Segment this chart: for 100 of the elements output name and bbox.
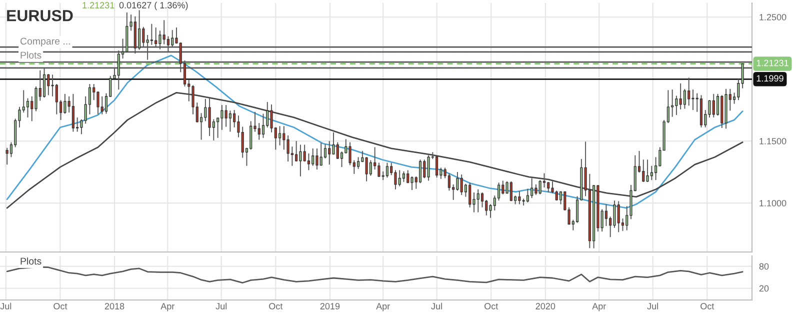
annotation: 0.01627 ( 1.36%) <box>119 2 188 10</box>
candlestick <box>72 93 74 132</box>
candlestick <box>299 144 302 177</box>
candlestick <box>406 170 410 184</box>
x-tick-label: Apr <box>592 303 606 312</box>
candlestick <box>328 140 331 166</box>
candlestick <box>208 97 211 137</box>
candlestick <box>262 113 265 138</box>
candlestick <box>303 144 306 162</box>
candlestick <box>480 192 484 208</box>
chart-title: EURUSD <box>7 10 73 22</box>
candlestick <box>282 126 286 150</box>
candlestick <box>312 148 314 166</box>
candlestick <box>613 200 616 228</box>
candlestick <box>712 93 715 118</box>
ref-line-label: 1.21231 <box>756 60 788 66</box>
candlestick <box>316 148 318 170</box>
candlestick <box>683 88 686 110</box>
candlestick <box>357 156 360 170</box>
candlestick <box>456 172 459 192</box>
candlestick <box>365 156 368 182</box>
candlestick <box>394 170 397 190</box>
candlestick <box>336 142 339 160</box>
candlestick <box>398 170 401 187</box>
candlestick <box>378 162 380 178</box>
x-tick-label: Oct <box>54 303 68 310</box>
candlestick <box>502 180 504 195</box>
candlestick <box>258 122 260 140</box>
y-tick-label: 80 <box>759 263 769 270</box>
candlestick <box>332 132 335 156</box>
candlestick <box>617 200 620 233</box>
candlestick <box>26 98 30 118</box>
candlestick <box>418 159 422 184</box>
annotation: Plots <box>20 51 42 59</box>
candlestick <box>295 140 298 162</box>
x-tick-label: 2018 <box>104 303 124 310</box>
candlestick <box>604 204 608 226</box>
candlestick <box>510 180 512 202</box>
line-series <box>6 92 744 209</box>
y-tick-label: 20 <box>759 285 769 292</box>
candlestick <box>646 159 649 182</box>
x-tick-label: Apr <box>376 303 390 312</box>
x-tick-label: Oct <box>269 303 283 310</box>
candlestick <box>369 160 372 176</box>
candlestick <box>460 174 463 196</box>
candlestick <box>100 96 104 115</box>
candlestick <box>47 74 50 96</box>
candlestick <box>410 176 414 190</box>
candlestick <box>427 154 430 182</box>
candlestick <box>204 98 207 122</box>
candlestick <box>423 159 426 179</box>
candlestick <box>518 190 521 205</box>
line-series <box>6 266 744 284</box>
candlestick <box>526 188 529 203</box>
candlestick <box>228 110 232 132</box>
candlestick <box>675 95 678 116</box>
y-tick-label: 1.2500 <box>760 14 786 20</box>
candlestick <box>286 134 290 162</box>
candlestick <box>538 180 542 195</box>
candlestick <box>80 118 83 135</box>
ref-line-label: 1.1999 <box>756 75 784 82</box>
candlestick <box>468 182 472 208</box>
candlestick <box>96 90 100 115</box>
candlestick <box>6 147 8 166</box>
candlestick <box>307 152 310 171</box>
x-tick-label: Jul <box>647 302 658 310</box>
candlestick <box>34 86 38 112</box>
x-tick-label: Apr <box>160 303 175 312</box>
candlestick <box>476 188 480 213</box>
candlestick <box>224 104 228 128</box>
candlestick <box>692 89 694 110</box>
x-tick-label: 2020 <box>536 303 556 310</box>
candlestick <box>534 184 538 196</box>
candlestick <box>250 120 252 150</box>
annotation: Compare ... <box>20 38 70 47</box>
y-tick-label: 1.1500 <box>760 138 786 144</box>
x-tick-label: 2019 <box>320 303 340 310</box>
candlestick <box>679 82 682 110</box>
candlestick <box>55 83 58 115</box>
x-tick-label: Jul <box>216 302 227 310</box>
candlestick <box>642 159 645 182</box>
annotation: Plots <box>20 257 42 265</box>
x-tick-label: Oct <box>484 303 498 310</box>
x-tick-label: Jul <box>0 302 12 310</box>
candlestick <box>737 78 740 101</box>
candlestick <box>600 208 604 232</box>
candlestick <box>448 172 450 192</box>
candlestick <box>64 93 66 114</box>
candlestick <box>278 126 282 146</box>
candlestick <box>220 104 224 130</box>
x-tick-label: Oct <box>700 303 714 310</box>
x-tick-label: Jul <box>431 302 442 310</box>
candlestick <box>348 142 352 166</box>
candlestick <box>530 178 534 199</box>
candlestick <box>320 142 322 166</box>
annotation: 1.21231 <box>82 2 114 8</box>
candlestick <box>386 162 389 178</box>
candlestick <box>650 165 653 181</box>
candlestick <box>688 77 690 106</box>
candlestick <box>402 170 406 182</box>
